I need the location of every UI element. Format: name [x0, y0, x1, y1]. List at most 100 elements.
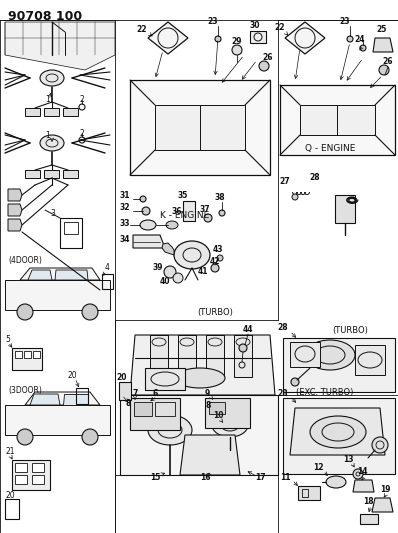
- Ellipse shape: [326, 476, 346, 488]
- Text: 22: 22: [137, 26, 147, 35]
- Ellipse shape: [212, 413, 248, 437]
- Ellipse shape: [310, 416, 366, 448]
- Bar: [15, 463, 27, 472]
- Text: (EXC. TURBO): (EXC. TURBO): [297, 389, 354, 398]
- Bar: [290, 342, 320, 367]
- Text: 39: 39: [153, 263, 163, 272]
- Circle shape: [211, 264, 219, 272]
- Text: 1: 1: [45, 95, 50, 104]
- Circle shape: [82, 304, 98, 320]
- Bar: [44, 170, 59, 178]
- Bar: [32, 475, 44, 484]
- Text: 25: 25: [377, 26, 387, 35]
- Text: 37: 37: [200, 206, 210, 214]
- Bar: [25, 108, 40, 116]
- Text: 44: 44: [243, 326, 253, 335]
- Text: 26: 26: [263, 53, 273, 62]
- Bar: [209, 402, 225, 414]
- Text: 32: 32: [120, 204, 131, 213]
- Text: 1: 1: [46, 131, 51, 140]
- Text: 13: 13: [343, 456, 353, 464]
- Ellipse shape: [166, 221, 178, 229]
- Text: 43: 43: [213, 246, 223, 254]
- Text: 6: 6: [152, 389, 158, 398]
- Text: 19: 19: [380, 486, 390, 495]
- Ellipse shape: [305, 340, 355, 370]
- Text: 90708 100: 90708 100: [8, 10, 82, 23]
- Circle shape: [239, 344, 247, 352]
- Text: K - ENGINE: K - ENGINE: [160, 211, 210, 220]
- Polygon shape: [5, 280, 110, 310]
- Text: 16: 16: [200, 472, 210, 481]
- Bar: [64, 222, 78, 234]
- Text: 23: 23: [340, 18, 350, 27]
- Text: 34: 34: [120, 236, 131, 245]
- Text: 11: 11: [280, 473, 290, 482]
- Text: 36: 36: [172, 207, 182, 216]
- Text: 10: 10: [213, 411, 223, 421]
- Text: 24: 24: [355, 36, 365, 44]
- Circle shape: [217, 255, 223, 261]
- Bar: [250, 31, 266, 43]
- Bar: [335, 195, 355, 223]
- Circle shape: [353, 469, 363, 479]
- Polygon shape: [130, 80, 270, 175]
- Text: 2: 2: [80, 128, 84, 138]
- Text: (3DOOR): (3DOOR): [8, 385, 42, 394]
- Text: 14: 14: [357, 467, 367, 477]
- Ellipse shape: [140, 220, 156, 230]
- Circle shape: [292, 194, 298, 200]
- Circle shape: [232, 45, 242, 55]
- Text: 21: 21: [5, 448, 14, 456]
- Text: 20: 20: [5, 490, 15, 499]
- Bar: [33, 351, 40, 358]
- Polygon shape: [290, 408, 385, 455]
- Polygon shape: [130, 335, 275, 395]
- Bar: [150, 335, 168, 377]
- Text: 30: 30: [250, 21, 260, 30]
- Text: 42: 42: [210, 257, 220, 266]
- Polygon shape: [280, 85, 395, 155]
- Text: 7: 7: [132, 389, 138, 398]
- Text: 8: 8: [205, 400, 211, 409]
- Ellipse shape: [174, 241, 210, 269]
- Bar: [44, 108, 59, 116]
- Ellipse shape: [40, 70, 64, 86]
- Bar: [15, 351, 22, 358]
- Circle shape: [215, 36, 221, 42]
- Circle shape: [164, 266, 176, 278]
- Bar: [134, 402, 152, 416]
- Ellipse shape: [40, 135, 64, 151]
- Circle shape: [173, 273, 183, 283]
- Bar: [206, 335, 224, 377]
- Text: 28: 28: [278, 389, 288, 398]
- Text: 31: 31: [120, 191, 131, 200]
- Bar: [183, 201, 195, 221]
- Text: (TURBO): (TURBO): [197, 309, 233, 318]
- Circle shape: [379, 65, 389, 75]
- Bar: [119, 382, 131, 400]
- Text: 2: 2: [80, 95, 84, 104]
- Polygon shape: [283, 398, 395, 474]
- Circle shape: [17, 429, 33, 445]
- Text: 33: 33: [120, 219, 131, 228]
- Bar: [102, 274, 113, 289]
- Bar: [12, 460, 50, 490]
- Polygon shape: [8, 219, 22, 231]
- Polygon shape: [283, 338, 395, 392]
- Circle shape: [291, 378, 299, 386]
- Text: 22: 22: [275, 23, 285, 33]
- Text: (TURBO): (TURBO): [332, 326, 368, 335]
- Bar: [300, 105, 375, 135]
- Bar: [60, 218, 82, 248]
- Polygon shape: [30, 394, 60, 405]
- Bar: [155, 105, 245, 150]
- Polygon shape: [285, 22, 325, 54]
- Bar: [24, 351, 31, 358]
- Text: 17: 17: [255, 472, 265, 481]
- Bar: [302, 489, 308, 497]
- Circle shape: [372, 437, 388, 453]
- Circle shape: [360, 45, 366, 51]
- Bar: [63, 108, 78, 116]
- Bar: [155, 402, 175, 416]
